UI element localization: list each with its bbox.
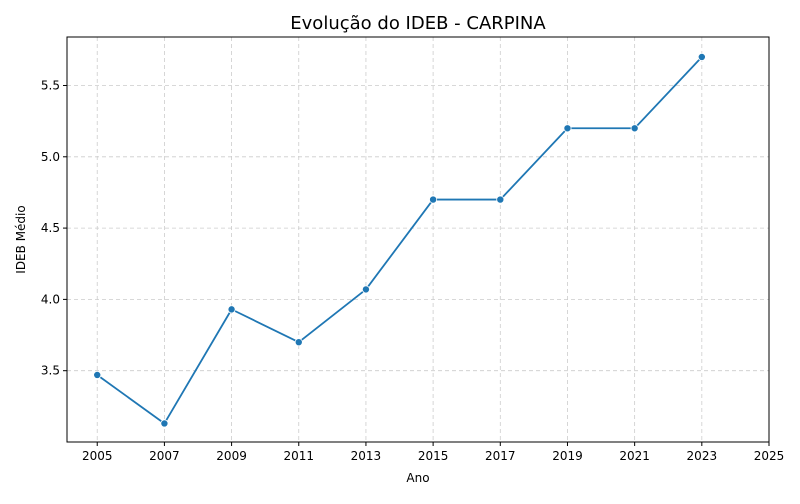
y-axis-label: IDEB Médio xyxy=(14,205,28,273)
y-tick-label: 4.5 xyxy=(41,221,60,235)
data-point xyxy=(697,52,706,61)
series-layer xyxy=(93,52,706,428)
y-tick-label: 5.0 xyxy=(41,150,60,164)
axis-ticks: 2005 2007 2009 2011 2013 2015 2017 2019 2021 2023… xyxy=(41,78,784,463)
grid-lines xyxy=(67,37,770,442)
x-axis-label: Ano xyxy=(406,471,429,485)
x-tick-label: 2023 xyxy=(687,449,718,463)
data-point xyxy=(563,124,572,133)
x-tick-label: 2013 xyxy=(351,449,382,463)
x-tick-label: 2009 xyxy=(216,449,247,463)
x-tick-label: 2015 xyxy=(418,449,449,463)
data-point xyxy=(429,195,438,204)
data-point xyxy=(93,370,102,379)
x-tick-label: 2011 xyxy=(283,449,314,463)
y-tick-label: 4.0 xyxy=(41,292,60,306)
series-line xyxy=(96,56,703,425)
x-tick-label: 2005 xyxy=(82,449,113,463)
y-tick-label: 3.5 xyxy=(41,364,60,378)
x-tick-label: 2007 xyxy=(149,449,180,463)
data-point xyxy=(227,305,236,314)
x-tick-label: 2019 xyxy=(552,449,583,463)
data-point xyxy=(361,285,370,294)
x-tick-label: 2025 xyxy=(754,449,785,463)
data-point xyxy=(496,195,505,204)
chart-title: Evolução do IDEB - CARPINA xyxy=(290,13,546,34)
data-point xyxy=(160,419,169,428)
x-tick-label: 2021 xyxy=(619,449,650,463)
x-tick-label: 2017 xyxy=(485,449,516,463)
plot-frame xyxy=(66,36,770,443)
y-tick-label: 5.5 xyxy=(41,78,60,92)
data-point xyxy=(294,338,303,347)
data-point xyxy=(630,124,639,133)
